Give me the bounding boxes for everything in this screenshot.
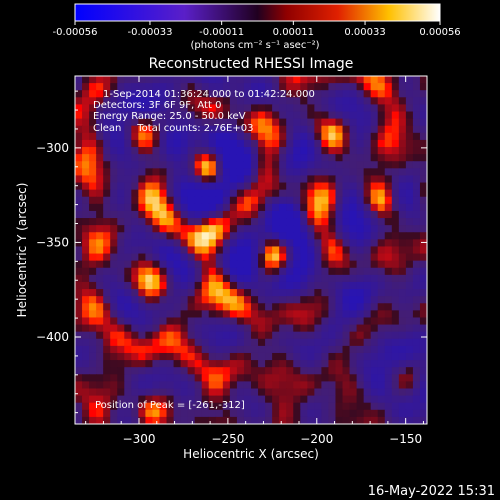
x-tick-label: −250 xyxy=(211,432,244,446)
colorbar-unit-label: (photons cm⁻² s⁻¹ asec⁻²) xyxy=(190,40,319,51)
annotation-energy-range: Energy Range: 25.0 - 50.0 keV xyxy=(93,111,246,122)
y-tick-label: −350 xyxy=(36,235,69,249)
colorbar-gradient xyxy=(74,3,441,22)
y-tick-label: −300 xyxy=(36,141,69,155)
y-tick-label: −400 xyxy=(36,330,69,344)
colorbar-ticks: -0.00056 -0.00033 -0.00011 0.00011 0.00033 0.… xyxy=(53,21,461,38)
colorbar-tick-label: -0.00033 xyxy=(127,27,172,38)
colorbar-tick-label: 0.00033 xyxy=(344,27,385,38)
annotation-detectors: Detectors: 3F 6F 9F, Att 0 xyxy=(93,100,221,111)
colorbar-tick-label: -0.00011 xyxy=(199,27,244,38)
plot-area: −300 −250 −200 −150 −300 −350 −400 xyxy=(36,75,428,446)
colorbar-tick-label: -0.00056 xyxy=(53,27,98,38)
annotation-peak-position: Position of Peak = [-261,-312] xyxy=(95,400,245,411)
chart-title: Reconstructed RHESSI Image xyxy=(149,56,354,72)
colorbar: -0.00056 -0.00033 -0.00011 0.00011 0.00033 0.… xyxy=(53,3,461,51)
colorbar-tick-label: 0.00011 xyxy=(273,27,314,38)
x-axis-label: Heliocentric X (arcsec) xyxy=(183,447,319,461)
annotations: 1-Sep-2014 01:36:24.000 to 01:42:24.000 … xyxy=(93,89,315,411)
x-tick-label: −200 xyxy=(300,432,333,446)
annotation-algorithm: Clean Total counts: 2.76E+03 xyxy=(93,123,253,134)
x-tick-label: −300 xyxy=(123,432,156,446)
annotation-time-range: 1-Sep-2014 01:36:24.000 to 01:42:24.000 xyxy=(103,89,315,100)
colorbar-tick-label: 0.00056 xyxy=(419,27,460,38)
heatmap-image xyxy=(75,76,427,424)
plot-frame xyxy=(74,75,428,425)
y-axis-label: Heliocentric Y (arcsec) xyxy=(15,183,29,318)
footer-timestamp: 16-May-2022 15:31 xyxy=(368,484,495,499)
x-tick-label: −150 xyxy=(389,432,422,446)
axis-ticks: −300 −250 −200 −150 −300 −350 −400 xyxy=(36,76,427,446)
